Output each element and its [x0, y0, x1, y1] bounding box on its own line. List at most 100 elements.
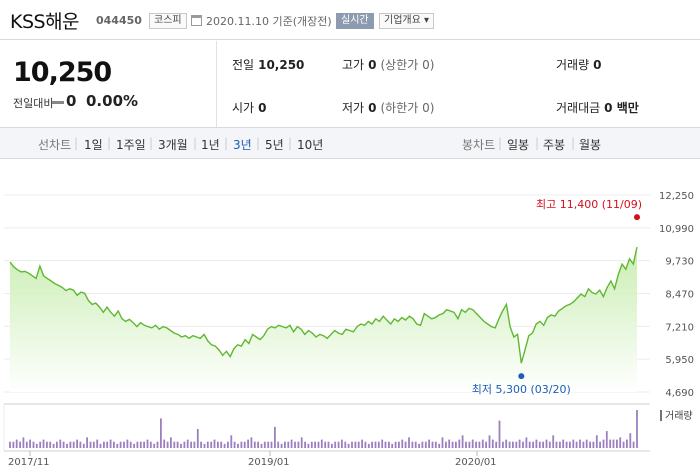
volume-bar [555, 441, 558, 448]
volume-bar [481, 439, 484, 448]
volume-bar [233, 441, 236, 448]
company-info-button[interactable]: 기업개요 ▾ [379, 13, 434, 29]
volume-bar [461, 435, 464, 448]
realtime-button[interactable]: 실시간 [336, 13, 374, 29]
volume-bar [123, 441, 125, 448]
candle-weekly[interactable]: 주봉 [543, 138, 566, 152]
volume-bar [290, 439, 293, 448]
volume-bar [605, 431, 608, 448]
price-chart-svg: 12,250 10,990 9,730 8,470 7,210 5,950 4,690 최고… [3, 191, 694, 468]
volume-bar [612, 439, 615, 448]
candle-monthly[interactable]: 월봉 [579, 138, 602, 152]
period-10y[interactable]: 10년 [297, 138, 324, 152]
period-1d[interactable]: 1일 [84, 138, 103, 152]
stat-amount: 거래대금 0 백만 [556, 99, 639, 116]
volume-bar [82, 443, 85, 448]
volume-bar [86, 437, 88, 448]
volume-bar [180, 443, 182, 448]
period-5y[interactable]: 5년 [265, 138, 284, 152]
volume-bar [15, 439, 18, 448]
price-area [10, 247, 637, 392]
volume-bar [317, 441, 320, 448]
volume-bar [190, 441, 192, 448]
volume-bar [609, 439, 612, 448]
period-1y[interactable]: 1년 [201, 138, 220, 152]
volume-bar [455, 441, 457, 448]
calendar-icon [191, 15, 202, 26]
period-3m[interactable]: 3개월 [158, 138, 188, 152]
stat-label: 고가 [342, 58, 365, 72]
y-tick-label: 9,730 [665, 257, 694, 268]
high-marker [634, 214, 640, 221]
volume-bar [314, 441, 316, 448]
volume-bar [495, 441, 498, 448]
volume-bar [622, 441, 625, 448]
volume-bar [388, 441, 390, 448]
volume-bar [505, 439, 508, 448]
volume-bar [160, 418, 162, 448]
volume-bar [69, 441, 72, 448]
volume-bar [210, 441, 213, 448]
price-line [9, 246, 638, 364]
volume-bar [277, 441, 280, 448]
period-1w[interactable]: 1주일 [116, 138, 146, 152]
separator: | [256, 136, 261, 150]
stat-note: (하한가 0) [380, 101, 435, 115]
stat-label: 거래량 [556, 58, 590, 72]
volume-bar [361, 439, 363, 448]
period-3y[interactable]: 3년 [233, 138, 252, 152]
volume-bar [404, 441, 407, 448]
volume-bar [213, 439, 216, 448]
volume-bar [538, 441, 541, 448]
volume-bar [498, 420, 501, 448]
volume-bar [72, 441, 75, 448]
volume-bar [542, 441, 544, 448]
base-date: 2020.11.10 기준(개장전) [206, 15, 332, 28]
volume-bar [438, 443, 441, 448]
volume-bar [22, 437, 25, 448]
divider [0, 127, 700, 128]
volume-bar [230, 435, 233, 448]
stat-label: 저가 [342, 101, 365, 115]
volume-bar [307, 443, 310, 448]
stock-code: 044450 [96, 14, 142, 27]
volume-bar [240, 441, 243, 448]
volume-bar [347, 443, 350, 448]
volume-bar [398, 441, 400, 448]
current-price: 10,250 [13, 57, 112, 88]
volume-bar [475, 441, 477, 448]
stat-label: 전일 [232, 58, 255, 72]
volume-bar [270, 441, 273, 448]
period-bar: 선차트 | 1일 | 1주일 | 3개월 | 1년 | 3년 | 5년 | 10… [0, 128, 700, 159]
volume-bar [337, 441, 340, 448]
volume-bar [260, 443, 263, 448]
stat-value: 10,250 [258, 58, 305, 72]
volume-bar [294, 441, 296, 448]
separator: | [107, 136, 112, 150]
volume-bar [518, 439, 521, 448]
volume-bar [525, 437, 528, 448]
volume-bar [548, 441, 551, 448]
volume-bar [344, 441, 347, 448]
stat-value: 0 [368, 101, 377, 115]
volume-bar [153, 443, 156, 448]
volume-bar [156, 441, 159, 448]
y-tick-label: 8,470 [665, 290, 694, 301]
stat-volume: 거래량 0 [556, 56, 601, 73]
volume-bar [103, 441, 105, 448]
volume-bar [267, 441, 270, 448]
volume-bar [528, 441, 531, 448]
candle-daily[interactable]: 일봉 [507, 138, 530, 152]
volume-bar [515, 441, 518, 448]
volume-bar [46, 441, 48, 448]
volume-bar [116, 443, 119, 448]
volume-bar [535, 439, 538, 448]
volume-bar [9, 441, 11, 448]
volume-bar [257, 441, 259, 448]
volume-bar [626, 439, 628, 448]
separator: | [571, 136, 576, 150]
volume-bar [129, 441, 132, 448]
y-tick-label: 5,950 [665, 355, 694, 366]
volume-bar [250, 437, 253, 448]
volume-bar [203, 443, 206, 448]
